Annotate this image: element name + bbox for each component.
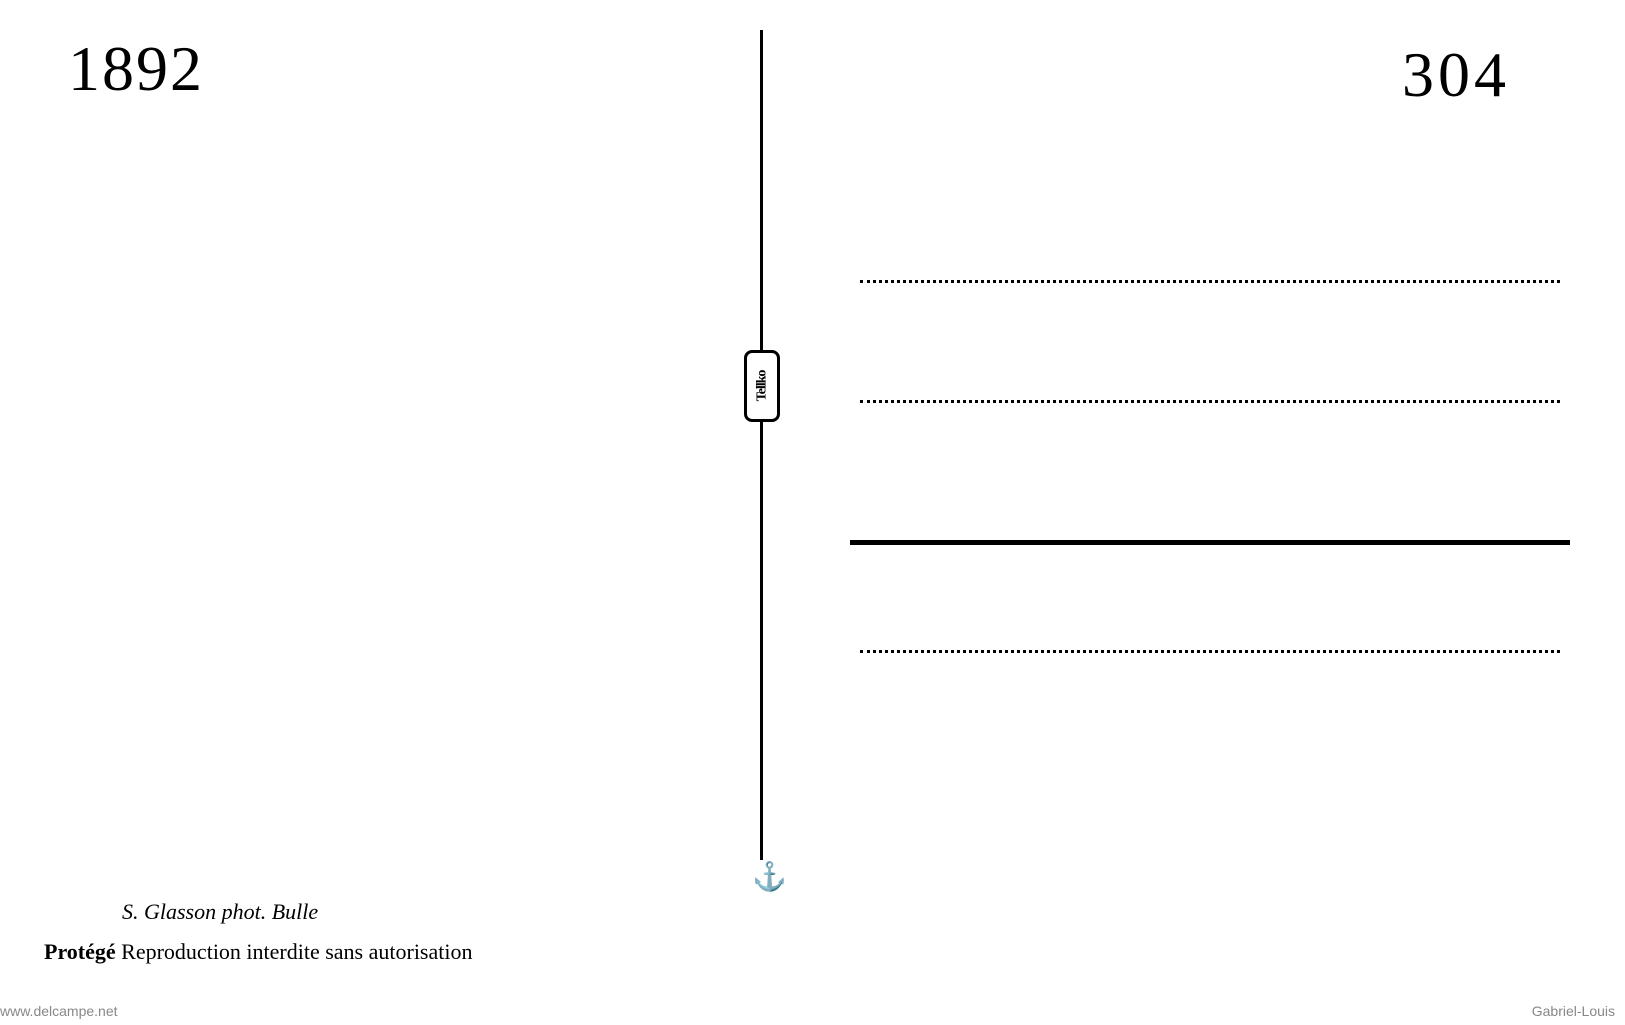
postcard-back: 1892 304 Tellko ⚓ S. Glasson phot. Bulle… bbox=[0, 0, 1625, 1025]
address-line-4 bbox=[860, 650, 1560, 653]
handwritten-number-right: 304 bbox=[1402, 38, 1510, 112]
address-line-1 bbox=[860, 280, 1560, 283]
photographer-credit: S. Glasson phot. Bulle bbox=[122, 899, 318, 925]
address-line-3-solid bbox=[850, 540, 1570, 545]
center-divider-line bbox=[760, 30, 763, 860]
handwritten-number-left: 1892 bbox=[68, 32, 204, 106]
printer-logo: Tellko bbox=[744, 350, 780, 422]
anchor-icon: ⚓ bbox=[752, 860, 787, 894]
copyright-rest: Reproduction interdite sans autorisation bbox=[116, 939, 473, 964]
watermark-right: Gabriel-Louis bbox=[1532, 1003, 1615, 1019]
copyright-notice: Protégé Reproduction interdite sans auto… bbox=[44, 939, 472, 965]
watermark-left: www.delcampe.net bbox=[0, 1003, 118, 1019]
address-line-2 bbox=[860, 400, 1560, 403]
copyright-bold-word: Protégé bbox=[44, 939, 116, 964]
printer-logo-text: Tellko bbox=[754, 371, 770, 402]
